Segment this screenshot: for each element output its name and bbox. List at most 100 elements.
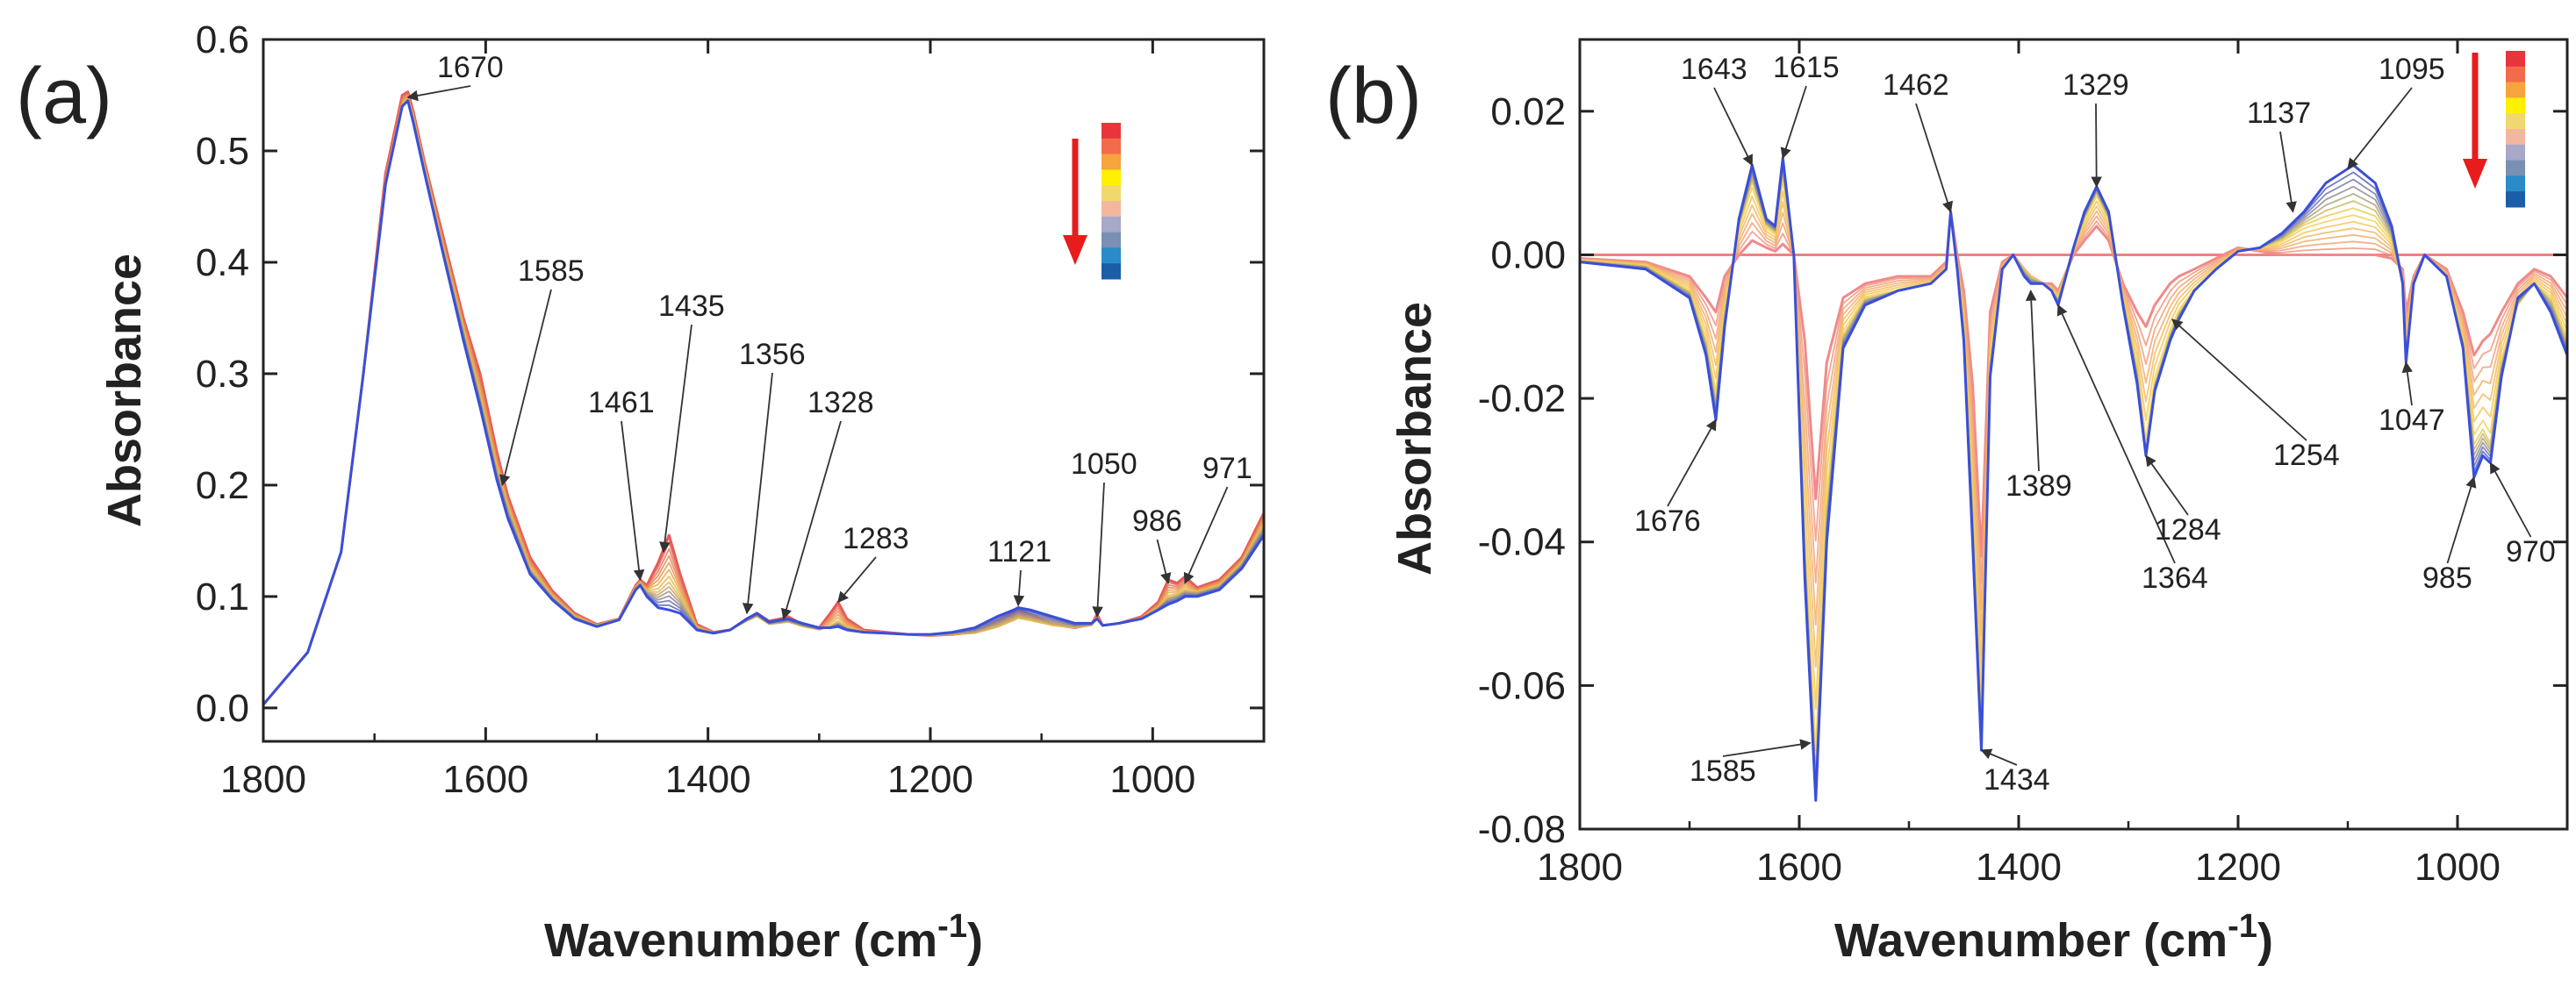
- panel-label: (b): [1325, 53, 1422, 140]
- peak-annotation-pointer: [1713, 87, 1754, 167]
- peak-annotation-label: 1615: [1773, 51, 1840, 84]
- peak-annotation-pointer: [780, 420, 842, 620]
- y-tick-label: 0.3: [196, 353, 249, 396]
- x-axis-title-exponent: -1: [2228, 908, 2257, 945]
- colorbar-segment: [2506, 51, 2525, 68]
- colorbar-segment: [2506, 160, 2525, 176]
- y-axis-title: Absorbance: [1388, 302, 1441, 576]
- colorbar-segment: [2506, 191, 2525, 208]
- colorbar-segment: [1101, 169, 1121, 186]
- spectrum-intermediate: [1579, 168, 2568, 783]
- peak-annotation-label: 1328: [807, 386, 874, 419]
- y-axis-title: Absorbance: [98, 254, 151, 527]
- peak-annotation-pointer: [1183, 486, 1229, 584]
- peak-annotation-label: 970: [2506, 535, 2556, 569]
- peak-annotation-pointer: [499, 289, 552, 487]
- colorbar-segment: [1101, 232, 1121, 248]
- peak-annotation-pointer: [2347, 87, 2413, 170]
- x-axis-title: Wavenumber (cm-1): [544, 908, 983, 967]
- peak-annotation-pointer: [742, 372, 773, 615]
- spectrum-intermediate: [1579, 165, 2568, 789]
- colorbar-segment: [2506, 113, 2525, 130]
- colorbar-segment: [1101, 201, 1121, 218]
- plot-frame: [262, 38, 1266, 743]
- x-axis-title-close: ): [967, 914, 983, 967]
- y-tick-label: -0.06: [1478, 664, 1566, 707]
- y-tick-label: 0.1: [196, 576, 249, 619]
- panel-label: (a): [16, 53, 112, 140]
- x-axis-title-main: Wavenumber: [1834, 914, 2143, 967]
- spectra-group: [1579, 156, 2569, 802]
- peak-annotation-pointer: [1092, 482, 1105, 619]
- peak-annotation-label: 1137: [2247, 97, 2311, 130]
- colorbar-segment: [1101, 123, 1121, 139]
- peak-annotation-label: 1329: [2063, 68, 2129, 102]
- x-tick-label: 1200: [2195, 846, 2281, 889]
- peak-annotation-pointer: [2171, 318, 2307, 441]
- peak-annotation-label: 1585: [518, 254, 585, 288]
- x-axis-title-close: ): [2257, 914, 2273, 967]
- peak-annotation-pointer: [1780, 85, 1807, 160]
- x-tick-label: 1800: [220, 758, 306, 801]
- peak-annotation-pointer: [2446, 476, 2477, 564]
- spectrum-last: [1579, 156, 2569, 802]
- y-tick-label: 0.0: [196, 687, 249, 730]
- peak-annotation-pointer: [2025, 290, 2040, 472]
- peak-annotation-pointer: [1722, 739, 1812, 757]
- peak-annotation-pointer: [659, 324, 692, 554]
- peak-annotation-label: 1047: [2379, 404, 2445, 437]
- y-tick-label: 0.02: [1490, 90, 1566, 133]
- peak-annotation-label: 971: [1202, 452, 1252, 485]
- x-axis-title-exponent: -1: [937, 908, 967, 945]
- plot-frame: [1578, 38, 2569, 831]
- colorbar-segment: [2506, 82, 2525, 98]
- colorbar-segment: [2506, 144, 2525, 161]
- peak-annotation-label: 1095: [2379, 53, 2445, 86]
- spectra-group: [262, 90, 1266, 706]
- peak-annotation-label: 1050: [1071, 447, 1137, 481]
- peak-annotation-label: 1356: [739, 338, 806, 371]
- peak-annotation-label: 1643: [1681, 53, 1747, 86]
- x-tick-label: 1400: [1976, 846, 2062, 889]
- colorbar-segment: [1101, 185, 1121, 202]
- colorbar-segment: [2506, 66, 2525, 83]
- peak-annotation-pointer: [2056, 304, 2176, 564]
- peak-annotation-label: 1585: [1690, 755, 1756, 788]
- x-tick-label: 1400: [665, 758, 751, 801]
- peak-annotation-label: 1364: [2142, 561, 2208, 595]
- peak-annotation-label: 1284: [2155, 513, 2221, 547]
- colorbar-segment: [1101, 216, 1121, 233]
- peak-annotation-pointer: [837, 556, 877, 604]
- peak-annotation-pointer: [1667, 418, 1717, 507]
- peak-annotation-label: 1676: [1634, 504, 1701, 538]
- legend-arrow-head: [1063, 235, 1087, 265]
- peak-annotation-label: 1254: [2273, 439, 2340, 472]
- peak-annotation-pointer: [1980, 748, 2018, 766]
- colorbar-segment: [1101, 247, 1121, 264]
- x-axis-title-unit: (cm: [853, 914, 937, 967]
- y-tick-label: 0.00: [1490, 233, 1566, 276]
- y-tick-label: -0.02: [1478, 377, 1566, 420]
- peak-annotation-pointer: [406, 85, 471, 102]
- x-tick-label: 1000: [1109, 758, 1195, 801]
- peak-annotation-pointer: [621, 420, 645, 582]
- peak-annotation-label: 1283: [843, 522, 909, 555]
- peak-annotation-pointer: [2145, 454, 2189, 516]
- peak-annotation-pointer: [2401, 361, 2414, 406]
- x-tick-label: 1200: [887, 758, 973, 801]
- peak-annotation-label: 1435: [658, 290, 725, 323]
- x-tick-label: 1000: [2415, 846, 2501, 889]
- spectrum-first: [1579, 210, 2569, 558]
- panel-b: (b) 1800 1600 1400 1200 1000 -0.08 -0.06 -0.04 -0…: [1325, 38, 2569, 967]
- colorbar-segment: [2506, 129, 2525, 146]
- peak-annotation-label: 1670: [437, 51, 504, 84]
- x-tick-label: 1600: [442, 758, 528, 801]
- colorbar-segment: [1101, 154, 1121, 170]
- peak-annotation-pointer: [1156, 539, 1172, 584]
- x-tick-label: 1600: [1756, 846, 1842, 889]
- y-tick-label: 0.5: [196, 130, 249, 173]
- y-tick-label: 0.6: [196, 18, 249, 61]
- x-axis-title-main: Wavenumber: [544, 914, 853, 967]
- legend-arrow-head: [2463, 159, 2487, 189]
